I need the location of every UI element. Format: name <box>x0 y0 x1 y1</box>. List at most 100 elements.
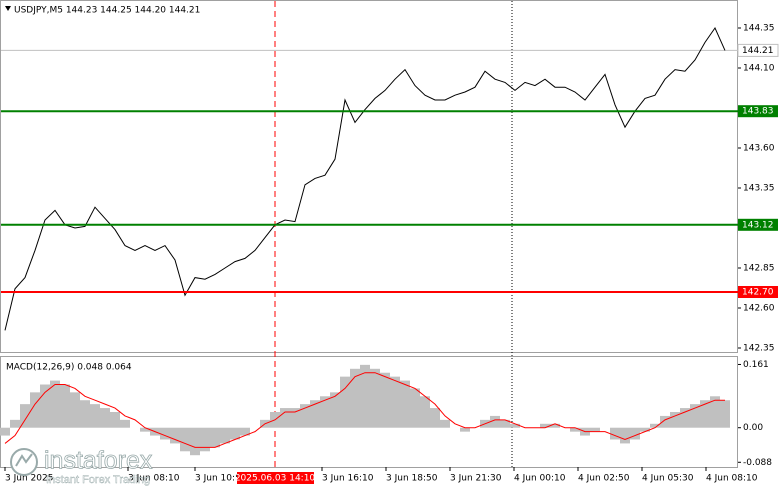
watermark-brand: instaforex <box>44 447 153 475</box>
y-tick-label: 143.60 <box>743 144 775 154</box>
level-label: 143.83 <box>742 107 774 117</box>
histogram-bar <box>350 368 360 428</box>
histogram-bar <box>630 427 640 440</box>
histogram-bar <box>590 427 600 432</box>
histogram-bar <box>320 396 330 428</box>
y-tick-label: 144.10 <box>743 64 775 74</box>
histogram-bar <box>370 368 380 428</box>
histogram-bar <box>440 419 450 428</box>
x-tick-label: 3 Jun 18:50 <box>386 474 438 484</box>
histogram-bar <box>180 427 190 452</box>
histogram-bar <box>340 376 350 428</box>
histogram-bar <box>290 408 300 428</box>
histogram-bar <box>570 427 580 432</box>
logo-icon-mark <box>15 453 33 467</box>
histogram-bar <box>100 408 110 428</box>
level-label: 143.12 <box>742 220 774 230</box>
y-tick-label: 144.35 <box>743 24 775 34</box>
histogram-bar <box>420 396 430 428</box>
watermark-tagline: Instant Forex Trading <box>46 474 150 486</box>
level-label-box <box>738 218 778 231</box>
histogram-bar <box>220 427 230 444</box>
histogram-bar <box>650 423 660 428</box>
histogram-bar <box>300 404 310 428</box>
histogram-bar <box>640 427 650 432</box>
y-tick-label: 142.85 <box>743 264 775 274</box>
level-label-box <box>738 105 778 118</box>
x-tick-label: 4 Jun 05:30 <box>642 474 694 484</box>
histogram-bar <box>430 408 440 428</box>
histogram-bar <box>0 427 10 436</box>
histogram-bar <box>410 388 420 428</box>
histogram-bar <box>360 364 370 428</box>
histogram-bar <box>490 415 500 428</box>
histogram-bar <box>500 419 510 428</box>
histogram-bar <box>510 423 520 428</box>
x-tick-label: 3 Jun 10:50 <box>195 474 247 484</box>
histogram-bar <box>90 404 100 428</box>
cursor-label: 2025.06.03 14:10 <box>235 474 316 484</box>
histogram-bar <box>30 392 40 428</box>
histogram-bar <box>80 400 90 428</box>
x-tick-label: 4 Jun 00:10 <box>514 474 566 484</box>
histogram-bar <box>240 427 250 436</box>
level-label-box <box>738 286 778 298</box>
x-tick-label: 3 Jun 16:10 <box>322 474 374 484</box>
histogram-bar <box>210 427 220 448</box>
histogram-bar <box>670 412 680 428</box>
histogram-bar <box>280 408 290 428</box>
x-tick-label: 3 Jun 2025 <box>5 474 53 484</box>
current-price-label: 144.21 <box>742 46 774 56</box>
y-tick-label: 142.35 <box>743 344 775 354</box>
y-tick-label: 0.00 <box>743 423 763 433</box>
histogram-bar <box>40 384 50 428</box>
histogram-bar <box>70 392 80 428</box>
histogram-bar <box>60 384 70 428</box>
y-tick-label: -0.088 <box>743 458 772 468</box>
series-line <box>4 372 725 448</box>
histogram-bar <box>700 400 710 428</box>
macd-frame <box>0 356 738 468</box>
histogram-bar <box>190 427 200 456</box>
y-tick-label: 143.35 <box>743 184 775 194</box>
histogram-bar <box>660 415 670 428</box>
x-tick-label: 4 Jun 02:50 <box>578 474 630 484</box>
histogram-bar <box>140 427 150 432</box>
histogram-bar <box>680 408 690 428</box>
histogram-bar <box>10 419 20 428</box>
logo-icon <box>10 448 38 476</box>
histogram-bar <box>310 400 320 428</box>
histogram-bar <box>330 392 340 428</box>
y-tick-label: 142.60 <box>743 304 775 314</box>
histogram-bar <box>200 427 210 452</box>
histogram-bar <box>610 427 620 440</box>
x-tick-label: 3 Jun 21:30 <box>450 474 502 484</box>
y-tick-label: 0.161 <box>743 360 769 370</box>
series-line <box>4 26 726 331</box>
histogram-bar <box>690 404 700 428</box>
histogram-bar <box>620 427 630 444</box>
cursor-label-box <box>237 472 314 484</box>
histogram-bar <box>230 427 240 440</box>
level-label: 142.70 <box>742 288 774 298</box>
histogram-bar <box>380 372 390 428</box>
histogram-bar <box>540 423 550 428</box>
histogram-bar <box>110 412 120 428</box>
title-marker <box>5 6 11 11</box>
current-price-box <box>737 43 779 57</box>
x-tick-label: 3 Jun 08:10 <box>128 474 180 484</box>
histogram-bar <box>720 400 730 428</box>
histogram-bar <box>160 427 170 440</box>
histogram-bar <box>550 423 560 428</box>
histogram-bar <box>20 404 30 428</box>
chart-title: USDJPY,M5 144.23 144.25 144.20 144.21 <box>14 6 200 16</box>
histogram-bar <box>120 419 130 428</box>
histogram-bar <box>170 427 180 444</box>
main-frame <box>0 0 738 353</box>
histogram-bar <box>460 427 470 432</box>
watermark: instaforex Instant Forex Trading <box>10 446 153 486</box>
histogram-bar <box>50 380 60 428</box>
x-tick-label: 4 Jun 08:10 <box>706 474 758 484</box>
histogram-bar <box>400 380 410 428</box>
